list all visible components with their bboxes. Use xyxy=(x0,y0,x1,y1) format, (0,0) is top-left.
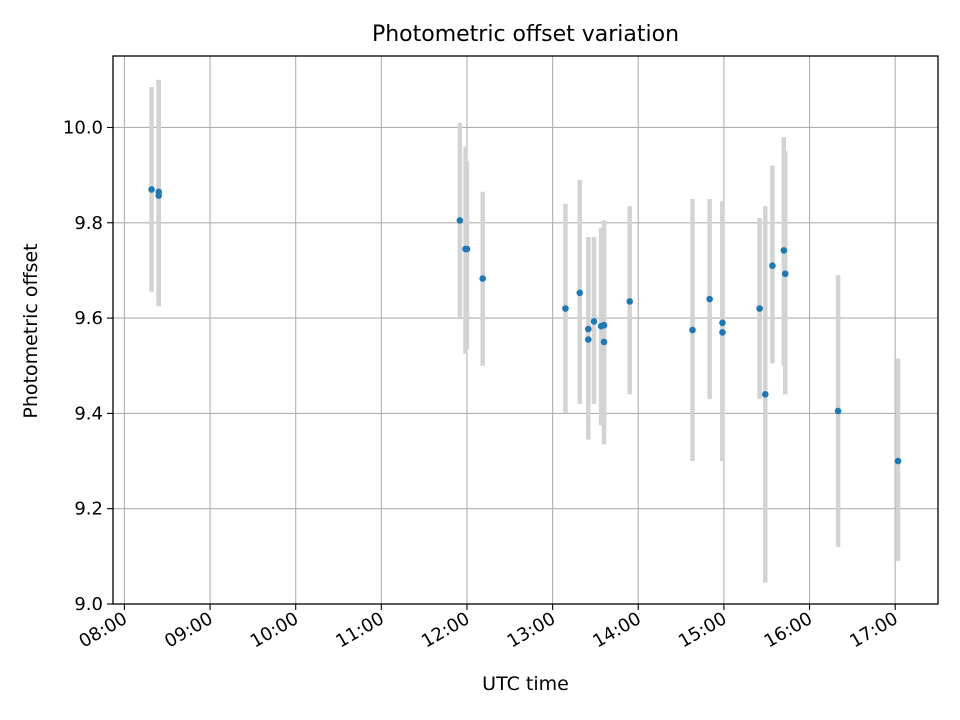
x-tick-label: 14:00 xyxy=(589,608,644,652)
grid-lines xyxy=(113,56,938,605)
data-point xyxy=(719,329,726,336)
data-point xyxy=(689,326,696,334)
y-tick-label: 10.0 xyxy=(63,117,103,138)
data-point xyxy=(590,318,598,325)
data-point xyxy=(894,457,902,465)
x-tick-label: 12:00 xyxy=(418,608,473,652)
y-tick-label: 9.0 xyxy=(74,594,103,615)
x-tick-label: 10:00 xyxy=(247,608,302,652)
data-points xyxy=(148,186,902,465)
x-tick-label: 16:00 xyxy=(761,608,816,652)
data-point xyxy=(834,407,842,415)
data-point xyxy=(719,319,726,327)
data-point xyxy=(576,289,584,297)
y-axis-label: Photometric offset xyxy=(20,243,42,419)
data-point xyxy=(562,305,569,312)
data-point xyxy=(585,336,592,343)
data-point xyxy=(780,247,788,254)
data-point xyxy=(781,270,789,278)
data-point xyxy=(148,186,155,193)
data-point xyxy=(479,275,486,282)
x-tick-label: 09:00 xyxy=(161,608,216,652)
x-axis-ticks: 08:00 09:00 10:00 11:00 12:00 13:00 14:00 15:00… xyxy=(75,604,902,652)
y-tick-label: 9.2 xyxy=(74,499,103,520)
y-tick-label: 9.4 xyxy=(74,403,103,424)
data-point xyxy=(155,192,162,199)
data-point xyxy=(626,298,633,305)
x-axis-label: UTC time xyxy=(482,673,569,695)
x-tick-label: 17:00 xyxy=(846,608,901,652)
x-tick-label: 15:00 xyxy=(675,608,730,652)
data-point xyxy=(756,305,763,312)
data-point xyxy=(456,217,464,224)
plot-frame xyxy=(112,55,939,605)
data-point xyxy=(769,262,776,269)
data-point xyxy=(600,338,608,346)
y-tick-label: 9.8 xyxy=(74,213,103,234)
chart-title: Photometric offset variation xyxy=(371,22,680,47)
data-point xyxy=(585,325,592,333)
data-point xyxy=(706,295,713,303)
y-axis-ticks: 9.0 9.2 9.4 9.6 9.8 10.0 xyxy=(63,117,113,615)
data-point xyxy=(600,321,608,329)
data-point xyxy=(761,391,769,398)
y-tick-label: 9.6 xyxy=(74,308,103,329)
data-point xyxy=(463,245,471,253)
x-tick-label: 11:00 xyxy=(332,608,387,652)
error-bars xyxy=(149,79,901,583)
x-tick-label: 13:00 xyxy=(504,608,559,652)
